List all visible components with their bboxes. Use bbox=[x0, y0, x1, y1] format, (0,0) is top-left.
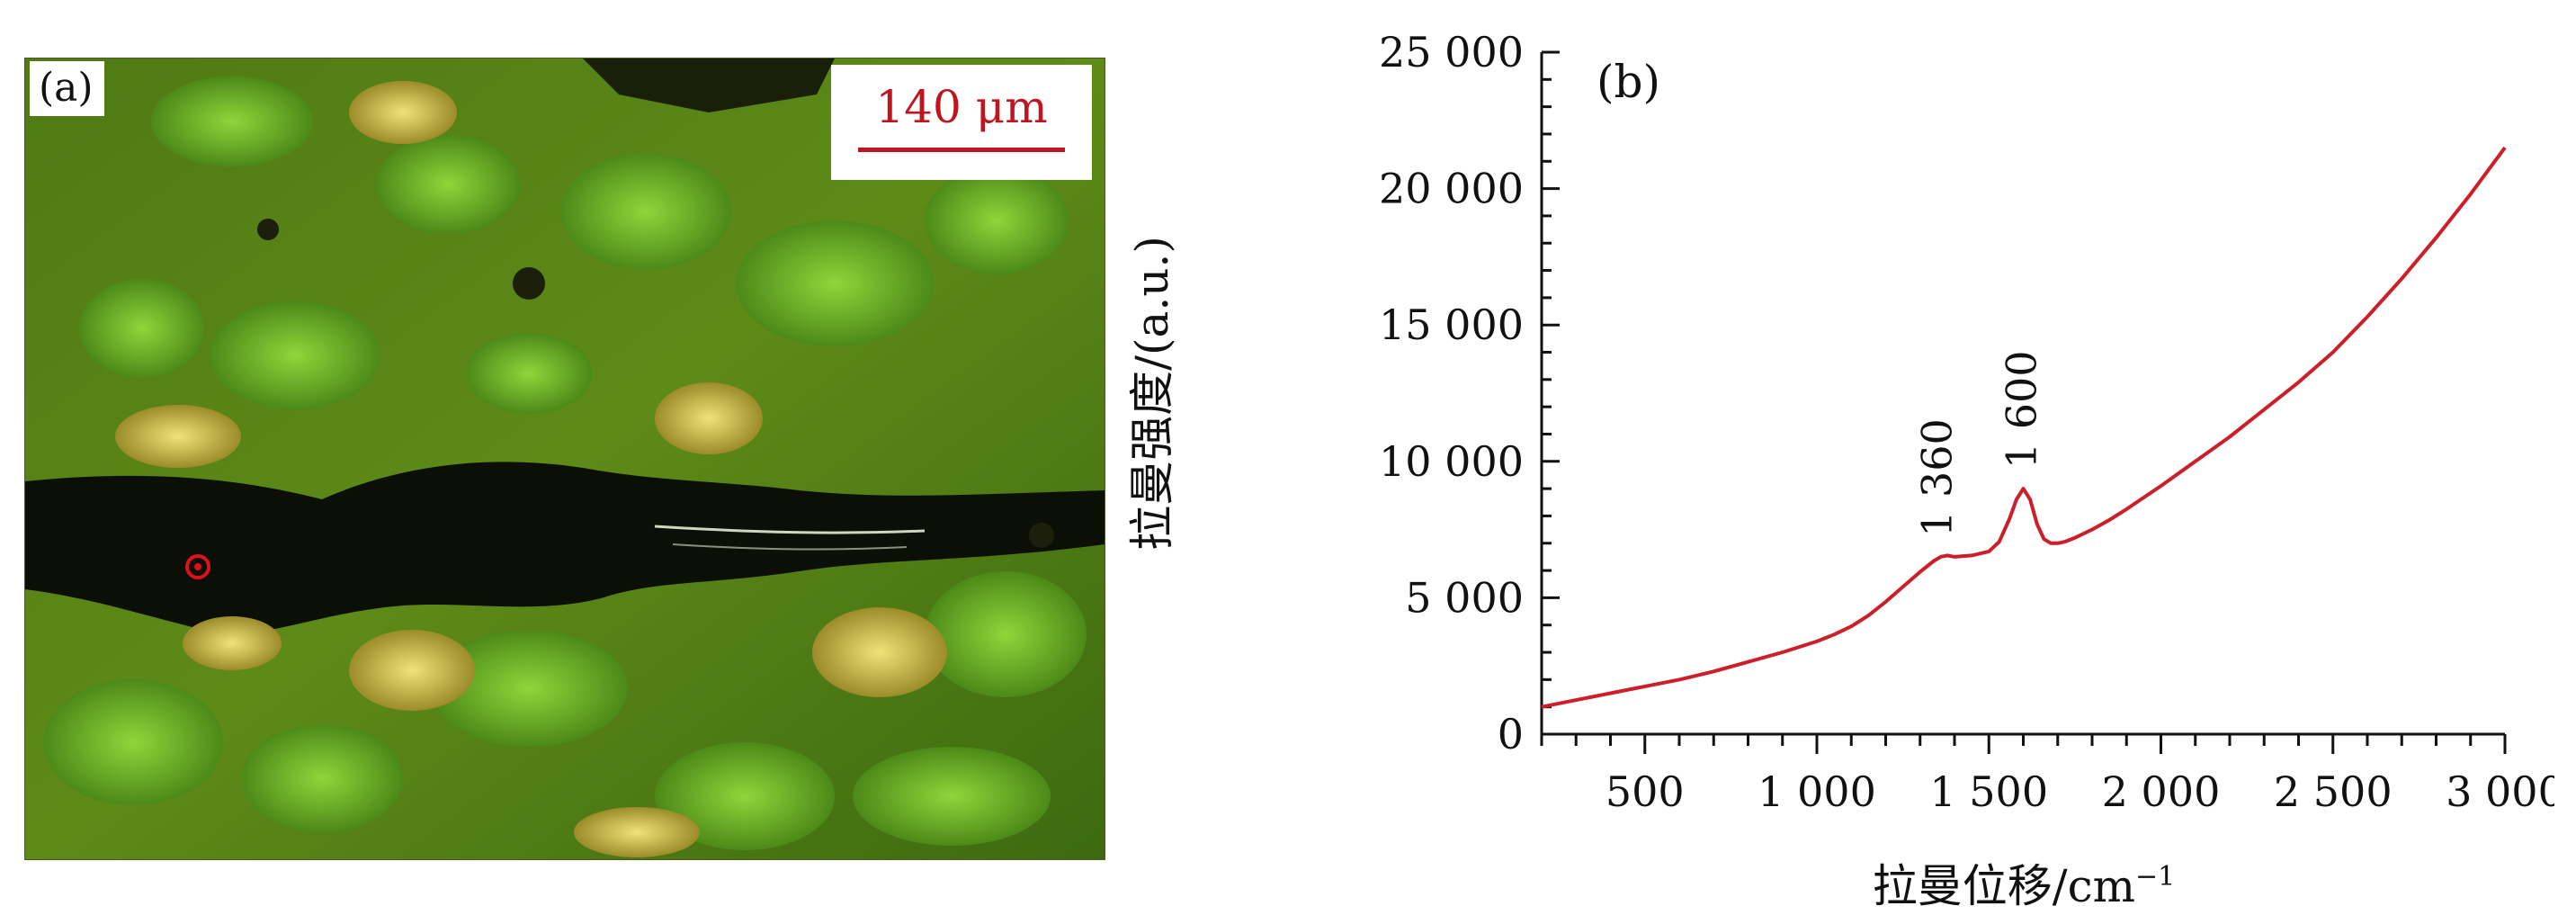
panel-a-label: (a) bbox=[30, 61, 104, 116]
peak-label-1360: 1 360 bbox=[1913, 418, 1962, 537]
raman-spectrum-line bbox=[1541, 146, 2507, 709]
peak-label-1600: 1 600 bbox=[1998, 350, 2046, 469]
micrograph-panel: (a) 140 μm bbox=[0, 0, 1115, 915]
y-tick-label: 25 000 bbox=[1379, 28, 1524, 76]
x-axis-title-sup: −1 bbox=[2135, 861, 2175, 893]
y-tick-label: 0 bbox=[1498, 710, 1524, 758]
x-tick-label: 2 000 bbox=[2102, 767, 2221, 816]
scale-bar-label: 140 μm bbox=[875, 81, 1048, 133]
y-tick-label: 20 000 bbox=[1379, 165, 1524, 213]
x-tick-label: 1 000 bbox=[1758, 767, 1876, 816]
x-tick-label: 3 000 bbox=[2446, 767, 2554, 816]
scale-bar-line bbox=[858, 148, 1065, 152]
scale-bar: 140 μm bbox=[831, 65, 1092, 180]
y-tick-label: 15 000 bbox=[1379, 301, 1524, 349]
x-tick-label: 500 bbox=[1606, 767, 1685, 816]
y-tick-label: 10 000 bbox=[1379, 437, 1524, 486]
x-tick-label: 2 500 bbox=[2274, 767, 2393, 816]
x-axis-title-text: 拉曼位移/cm bbox=[1873, 860, 2135, 912]
y-axis-title: 拉曼强度/(a.u.) bbox=[1126, 236, 1178, 551]
panel-b-label: (b) bbox=[1597, 56, 1660, 108]
raman-chart: (b) 0 5 000 10 000 15 000 20 000 25 000 500 1 0… bbox=[1126, 28, 2554, 912]
tick-label-group: 0 5 000 10 000 15 000 20 000 25 000 500 1 000 1 … bbox=[1379, 28, 2554, 816]
red-circle-marker-icon bbox=[185, 554, 210, 579]
x-tick-label: 1 500 bbox=[1929, 767, 2048, 816]
x-axis-title: 拉曼位移/cm−1 bbox=[1873, 860, 2176, 912]
y-tick-label: 5 000 bbox=[1405, 573, 1524, 622]
tick-group bbox=[1540, 50, 2507, 754]
micrograph-image bbox=[24, 58, 1105, 860]
